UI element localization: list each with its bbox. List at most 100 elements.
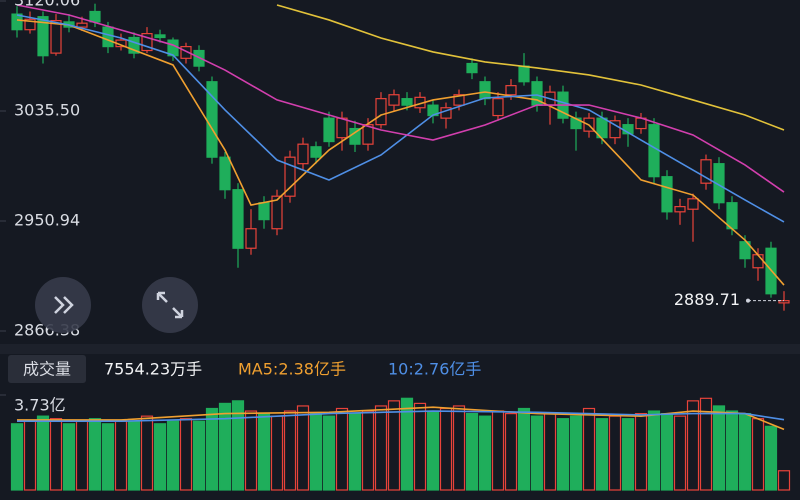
candle-body	[128, 36, 140, 54]
volume-bar	[49, 418, 63, 491]
candle-body	[609, 120, 621, 139]
volume-bar	[361, 410, 375, 491]
volume-bar	[296, 405, 310, 491]
volume-bar	[543, 412, 557, 491]
volume-bar	[231, 400, 245, 491]
volume-bar	[244, 410, 258, 491]
candle-body	[739, 241, 751, 260]
volume-bar	[127, 420, 141, 491]
volume-bar	[140, 415, 154, 491]
volume-bar	[504, 412, 518, 491]
candle-body	[713, 163, 725, 204]
ma-line	[17, 406, 785, 431]
candle-body	[271, 195, 283, 230]
volume-ma10: 10:2.76亿手	[388, 360, 481, 379]
candle-body	[492, 98, 504, 117]
volume-bar	[153, 423, 167, 491]
volume-bar	[205, 407, 219, 491]
volume-bar	[322, 415, 336, 491]
volume-bar	[309, 412, 323, 491]
volume-bar	[179, 418, 193, 491]
candle-body	[505, 85, 517, 96]
volume-bar	[452, 405, 466, 491]
volume-bar	[75, 420, 89, 491]
volume-current: 7554.23万手	[104, 360, 202, 379]
volume-bar	[582, 407, 596, 491]
volume-bar	[764, 425, 778, 491]
candle-body	[700, 159, 712, 184]
candle-body	[752, 254, 764, 269]
candle-body	[466, 62, 478, 74]
divider	[0, 344, 800, 354]
candle-body	[284, 156, 296, 197]
candle-body	[375, 98, 387, 126]
volume-bar	[283, 410, 297, 491]
volume-bar	[465, 412, 479, 491]
candle-body	[232, 189, 244, 249]
candle-body	[76, 22, 88, 28]
volume-bar	[387, 400, 401, 491]
volume-bar	[36, 415, 50, 491]
volume-bar	[673, 415, 687, 491]
last-price-dot	[746, 298, 750, 303]
volume-bar	[62, 423, 76, 491]
volume-bar	[725, 410, 739, 491]
y-tick-label: 3120.06	[14, 0, 80, 10]
volume-bar	[621, 418, 635, 491]
volume-bar	[166, 420, 180, 491]
candle-body	[674, 206, 686, 213]
volume-bar	[686, 400, 700, 491]
volume-bar	[738, 412, 752, 491]
volume-bar	[777, 470, 791, 491]
volume-bar	[556, 418, 570, 491]
volume-bar	[647, 410, 661, 491]
volume-tag	[8, 355, 86, 383]
volume-bar	[23, 420, 37, 491]
volume-bar	[348, 412, 362, 491]
candle-body	[24, 18, 36, 31]
candle-body	[50, 19, 62, 54]
volume-bar	[491, 410, 505, 491]
volume-bar	[634, 412, 648, 491]
volume-bar	[374, 405, 388, 491]
volume-ma5: MA5:2.38亿手	[238, 360, 346, 379]
candle-body	[11, 13, 23, 31]
volume-bar	[413, 402, 427, 491]
y-tick-label: 3035.50	[14, 101, 80, 120]
candle-body	[37, 16, 49, 57]
volume-bar	[478, 415, 492, 491]
volume-tick-label: 3.73亿	[14, 396, 66, 415]
volume-bar	[10, 423, 24, 491]
ma-line	[16, 4, 785, 193]
candle-body	[310, 146, 322, 158]
candle-body	[336, 117, 348, 139]
volume-bar	[530, 415, 544, 491]
volume-bar	[400, 397, 414, 491]
scroll-button[interactable]	[35, 277, 91, 333]
candle-body	[258, 202, 270, 221]
expand-button[interactable]	[142, 277, 198, 333]
volume-bar	[335, 407, 349, 491]
volume-bar	[270, 415, 284, 491]
candle-body	[102, 26, 114, 48]
volume-bar	[439, 407, 453, 491]
volume-bar	[595, 418, 609, 491]
ma-line	[16, 19, 785, 286]
candle-body	[479, 81, 491, 100]
candle-body	[661, 176, 673, 213]
ma-line	[17, 410, 785, 423]
candle-body	[453, 94, 465, 106]
volume-bar	[257, 412, 271, 491]
candle-body	[154, 34, 166, 39]
candle-body	[518, 65, 530, 83]
volume-bar	[608, 415, 622, 491]
volume-bar	[517, 407, 531, 491]
y-tick-label: 2950.94	[14, 211, 80, 230]
candle-body	[648, 124, 660, 178]
volume-bar	[751, 418, 765, 491]
volume-bar	[114, 420, 128, 491]
volume-bar	[699, 397, 713, 491]
volume-bar	[192, 420, 206, 491]
volume-bar	[569, 415, 583, 491]
